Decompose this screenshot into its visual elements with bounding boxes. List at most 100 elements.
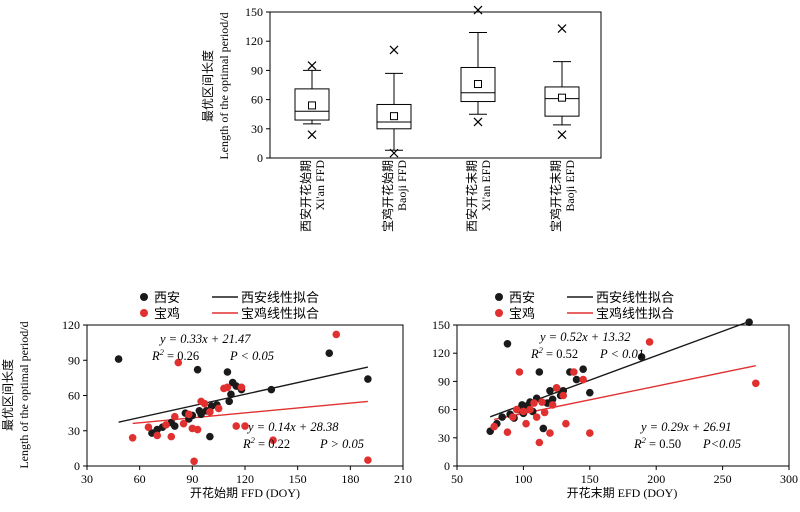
efd-point-baoji-7 bbox=[522, 419, 530, 428]
ffd-point-xian-17 bbox=[223, 368, 232, 376]
efd-point-baoji-14 bbox=[546, 429, 554, 437]
efd-plot-area bbox=[486, 318, 760, 447]
efd-baoji-fit-annotation: y = 0.29x + 26.91 R2 = 0.50 P<0.05 bbox=[633, 420, 741, 451]
outlier-stroke bbox=[473, 5, 483, 15]
outlier-2 bbox=[557, 130, 567, 140]
ffd-point-baoji-8 bbox=[179, 419, 188, 428]
ffd-point-baoji-3 bbox=[153, 431, 162, 440]
legend-marker-xian bbox=[140, 293, 148, 301]
efd-point-xian-23 bbox=[572, 375, 581, 384]
ffd-x-tick-label-30: 30 bbox=[81, 472, 93, 486]
boxplot-category-labels: 西安开花始期 Xi'an FFD 宝鸡开花始期 Baoji FFD 西安开花末期… bbox=[298, 160, 577, 232]
boxplot-y-ticks: 0 30 60 90 120 150 bbox=[245, 5, 270, 165]
y-tick-label-150: 150 bbox=[245, 5, 263, 19]
ffd-point-xian-10 bbox=[193, 365, 202, 374]
boxplot-frame bbox=[269, 11, 602, 159]
efd-y-tick-label-120: 120 bbox=[432, 346, 450, 360]
efd-point-xian-24 bbox=[579, 365, 587, 373]
efd-point-baoji-9 bbox=[530, 399, 538, 407]
box-2 bbox=[376, 45, 412, 158]
ffd-legend: 西安 宝鸡 西安线性拟合 宝鸡线性拟合 bbox=[140, 290, 319, 321]
efd-point-xian-27 bbox=[745, 318, 753, 326]
efd-point-baoji-11 bbox=[535, 438, 544, 447]
efd-scatter-panel: 西安 宝鸡 西安线性拟合 宝鸡线性拟合 50 100 150 200 250 300 0 30… bbox=[432, 290, 798, 500]
efd-point-baoji-15 bbox=[548, 401, 557, 409]
efd-xian-fit-annotation: y = 0.52x + 13.32 R2 = 0.52 P < 0.01 bbox=[530, 330, 644, 361]
ffd-y-tick-label-0: 0 bbox=[74, 459, 80, 473]
ffd-point-xian-6 bbox=[170, 422, 179, 430]
ffd-point-xian-23 bbox=[267, 385, 276, 394]
ffd-scatter-panel: 西安 宝鸡 西安线性拟合 宝鸡线性拟合 30 60 90 120 150 180 21003… bbox=[0, 290, 412, 500]
ffd-x-tick-label-60: 60 bbox=[134, 472, 146, 486]
outlier-2 bbox=[307, 130, 317, 140]
ffd-point-baoji-11 bbox=[190, 457, 198, 466]
outlier-stroke bbox=[389, 45, 399, 55]
ffd-fit-line-xian bbox=[118, 366, 369, 423]
efd-fit-line-baoji bbox=[494, 365, 756, 421]
ffd-point-baoji-1 bbox=[128, 434, 137, 442]
ffd-xian-equation: y = 0.33x + 21.47 bbox=[158, 332, 251, 346]
efd-x-tick-label-300: 300 bbox=[780, 472, 798, 486]
y-tick-label-60: 60 bbox=[251, 93, 263, 107]
ffd-x-tick-label-210: 210 bbox=[394, 472, 412, 486]
ffd-point-baoji-18 bbox=[223, 383, 232, 392]
outlier-stroke bbox=[557, 24, 567, 33]
category-label-en-1: Xi'an FFD bbox=[313, 160, 327, 211]
efd-point-baoji-5 bbox=[515, 368, 524, 376]
ffd-point-baoji-2 bbox=[144, 423, 153, 432]
efd-point-xian-3 bbox=[498, 413, 506, 421]
mean-marker bbox=[308, 101, 316, 110]
efd-xlabel: 开花末期 EFD (DOY) bbox=[567, 485, 678, 500]
legend-label-baoji: 宝鸡 bbox=[154, 306, 180, 321]
outlier-1 bbox=[389, 45, 399, 55]
mean-marker bbox=[474, 80, 482, 89]
legend-marker-baoji bbox=[495, 309, 503, 317]
ffd-y-tick-label-90: 90 bbox=[68, 353, 80, 367]
outlier-2 bbox=[473, 117, 483, 127]
outlier-stroke bbox=[473, 117, 483, 127]
efd-xian-equation: y = 0.52x + 13.32 bbox=[538, 330, 630, 344]
efd-point-baoji-21 bbox=[586, 429, 594, 437]
efd-xian-r2: R2 = 0.52 bbox=[530, 345, 578, 361]
box-3 bbox=[460, 5, 496, 127]
ffd-point-xian-25 bbox=[364, 375, 372, 383]
boxplot-ylabel-cn: 最优区间长度 bbox=[200, 50, 215, 122]
boxplot-boxes bbox=[294, 5, 580, 158]
y-tick-label-90: 90 bbox=[251, 63, 263, 77]
mean-marker bbox=[390, 112, 398, 121]
legend-label-xian-fit: 西安线性拟合 bbox=[596, 290, 674, 305]
ffd-point-baoji-5 bbox=[167, 432, 176, 441]
ffd-xian-p: P < 0.05 bbox=[229, 349, 274, 363]
ffd-xian-fit-annotation: y = 0.33x + 21.47 R2 = 0.26 P < 0.05 bbox=[151, 332, 274, 363]
ffd-baoji-r2: R2 = 0.22 bbox=[242, 435, 290, 451]
outlier-1 bbox=[557, 24, 567, 33]
efd-point-baoji-4 bbox=[512, 405, 521, 414]
efd-x-tick-label-100: 100 bbox=[514, 472, 532, 486]
ffd-x-tick-label-150: 150 bbox=[289, 472, 307, 486]
category-label-en-3: Xi'an EFD bbox=[479, 160, 493, 211]
category-label-en-4: Baoji EFD bbox=[563, 160, 577, 212]
efd-baoji-r2: R2 = 0.50 bbox=[633, 435, 681, 451]
legend-label-xian-fit: 西安线性拟合 bbox=[241, 290, 319, 305]
category-label-cn-4: 宝鸡开花末期 bbox=[548, 160, 563, 232]
efd-point-xian-15 bbox=[539, 424, 548, 433]
outlier-stroke bbox=[389, 148, 399, 158]
outlier-1 bbox=[473, 5, 483, 15]
ffd-x-tick-label-90: 90 bbox=[186, 472, 198, 486]
efd-point-baoji-19 bbox=[570, 368, 578, 376]
efd-point-baoji-8 bbox=[526, 405, 534, 414]
efd-point-baoji-10 bbox=[532, 413, 541, 421]
ffd-point-baoji-7 bbox=[174, 358, 183, 367]
legend-marker-baoji bbox=[140, 309, 148, 317]
efd-point-baoji-12 bbox=[538, 398, 546, 406]
efd-point-baoji-18 bbox=[562, 419, 570, 428]
mean-marker bbox=[558, 93, 566, 102]
ffd-point-xian-24 bbox=[325, 349, 334, 358]
ffd-baoji-fit-annotation: y = 0.14x + 28.38 R2 = 0.22 P > 0.05 bbox=[242, 420, 364, 451]
category-label-cn-3: 西安开花末期 bbox=[464, 160, 479, 232]
efd-point-baoji-22 bbox=[645, 338, 654, 346]
ffd-y-tick-label-30: 30 bbox=[68, 424, 80, 438]
legend-label-baoji-fit: 宝鸡线性拟合 bbox=[596, 306, 674, 321]
efd-x-tick-label-150: 150 bbox=[581, 472, 599, 486]
